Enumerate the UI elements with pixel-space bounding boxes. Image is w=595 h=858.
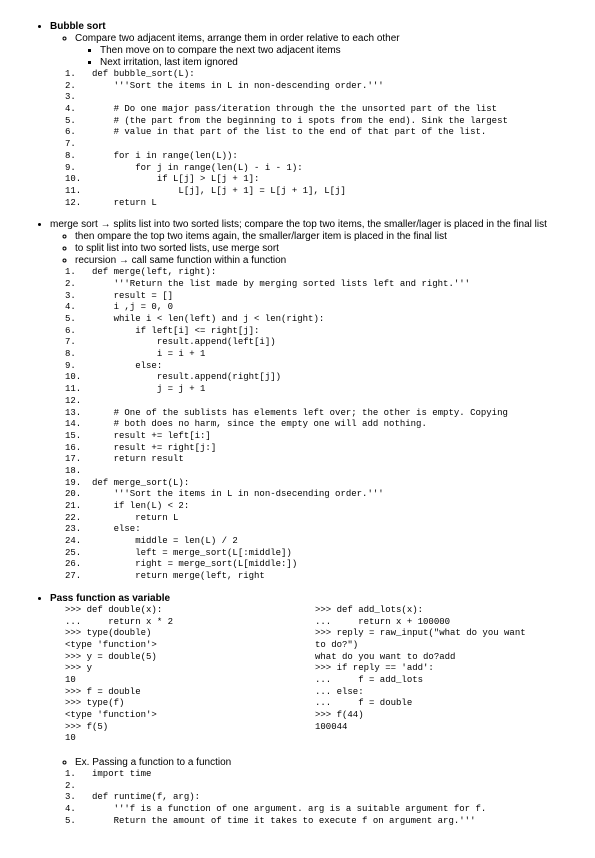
passfn-ex: Ex. Passing a function to a function [75,757,565,768]
passfn-right: >>> def add_lots(x): ... return x + 1000… [315,605,565,745]
bubble-sub3: Next irritation, last item ignored [100,57,565,68]
bubble-sub1: Compare two adjacent items, arrange them… [75,33,565,44]
merge-title: merge sort → splits list into two sorted… [50,219,565,230]
passfn-title: Pass function as variable [50,593,565,604]
merge-sub1: then ompare the top two items again, the… [75,231,565,242]
merge-sub3: recursion → call same function within a … [75,255,565,266]
bubble-code: 1. def bubble_sort(L): 2. '''Sort the it… [65,69,565,209]
passfn-code-cols: >>> def double(x): ... return x * 2 >>> … [65,605,565,745]
bubble-title-text: Bubble sort [50,21,106,32]
merge-sub2: to split list into two sorted lists, use… [75,243,565,254]
passfn-title-text: Pass function as variable [50,593,170,604]
passfn-code2: 1. import time 2. 3. def runtime(f, arg)… [65,769,565,827]
merge-code: 1. def merge(left, right): 2. '''Return … [65,267,565,583]
passfn-left: >>> def double(x): ... return x * 2 >>> … [65,605,315,745]
bubble-sub2: Then move on to compare the next two adj… [100,45,565,56]
bubble-title: Bubble sort Compare two adjacent items, … [50,21,565,68]
